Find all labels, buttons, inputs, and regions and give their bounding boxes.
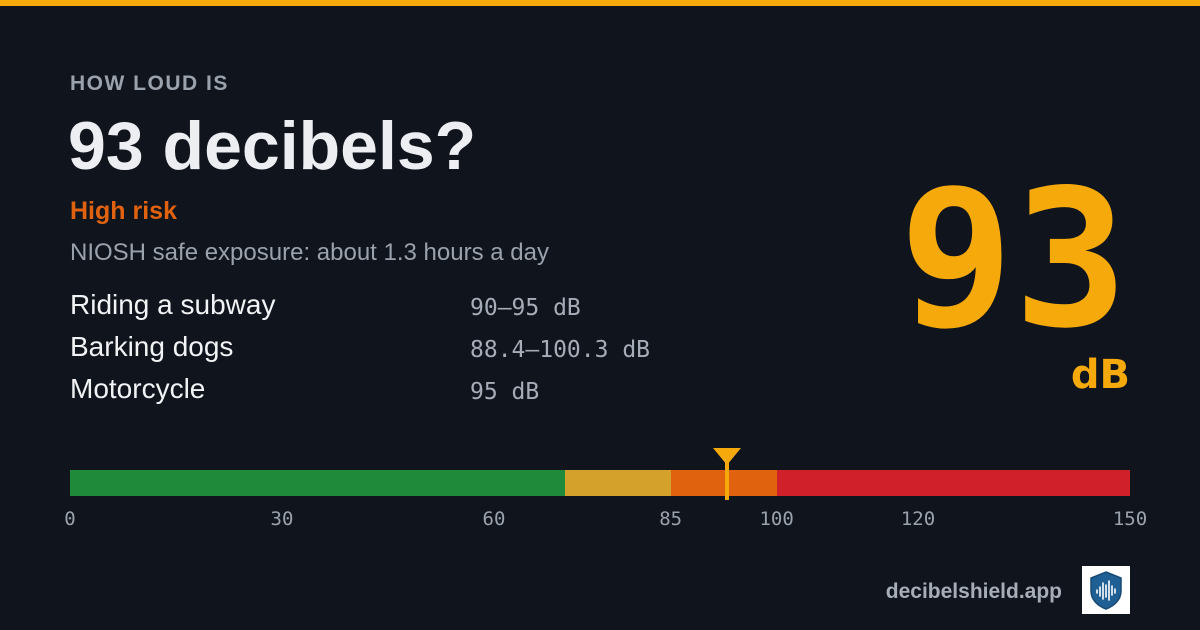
shield-soundwave-icon (1082, 566, 1130, 614)
meter-segment (776, 470, 1130, 496)
example-name: Barking dogs (70, 331, 234, 362)
meter-tick-labels: 0 30 60 85 100 120 150 (64, 508, 1147, 532)
meter-segment (70, 470, 565, 496)
loudness-meter (70, 470, 1130, 496)
meter-tick-label: 150 (1112, 508, 1148, 530)
list-item: Riding a subway 90–95 dB (70, 289, 710, 331)
exposure-text: NIOSH safe exposure: about 1.3 hours a d… (70, 239, 549, 266)
meter-marker-line (725, 462, 730, 500)
meter-tick-label: 0 (64, 508, 76, 530)
top-accent-bar (0, 0, 1200, 6)
meter-segment (670, 470, 777, 496)
meter-tick-label: 60 (482, 508, 506, 530)
meter-tick-label: 85 (659, 508, 683, 530)
meter-tick-label: 100 (759, 508, 794, 530)
list-item: Motorcycle 95 dB (70, 373, 710, 415)
example-name: Motorcycle (70, 373, 206, 404)
risk-label: High risk (70, 197, 177, 225)
kicker-text: HOW LOUD IS (70, 72, 229, 95)
example-name: Riding a subway (70, 289, 276, 320)
page-title: 93 decibels? (68, 108, 477, 184)
list-item: Barking dogs 88.4–100.3 dB (70, 331, 710, 373)
meter-tick-label: 120 (900, 508, 936, 530)
example-value: 90–95 dB (470, 295, 581, 321)
meter-segment (564, 470, 671, 496)
site-domain: decibelshield.app (885, 580, 1062, 603)
meter-marker-icon (713, 448, 742, 465)
example-value: 95 dB (470, 379, 540, 405)
example-value: 88.4–100.3 dB (470, 337, 651, 363)
meter-tick-label: 30 (270, 508, 294, 530)
examples-list: Riding a subway 90–95 dB Barking dogs 88… (70, 289, 710, 415)
decibel-unit: dB (1070, 352, 1130, 398)
decibel-reading: 93 (899, 149, 1128, 370)
